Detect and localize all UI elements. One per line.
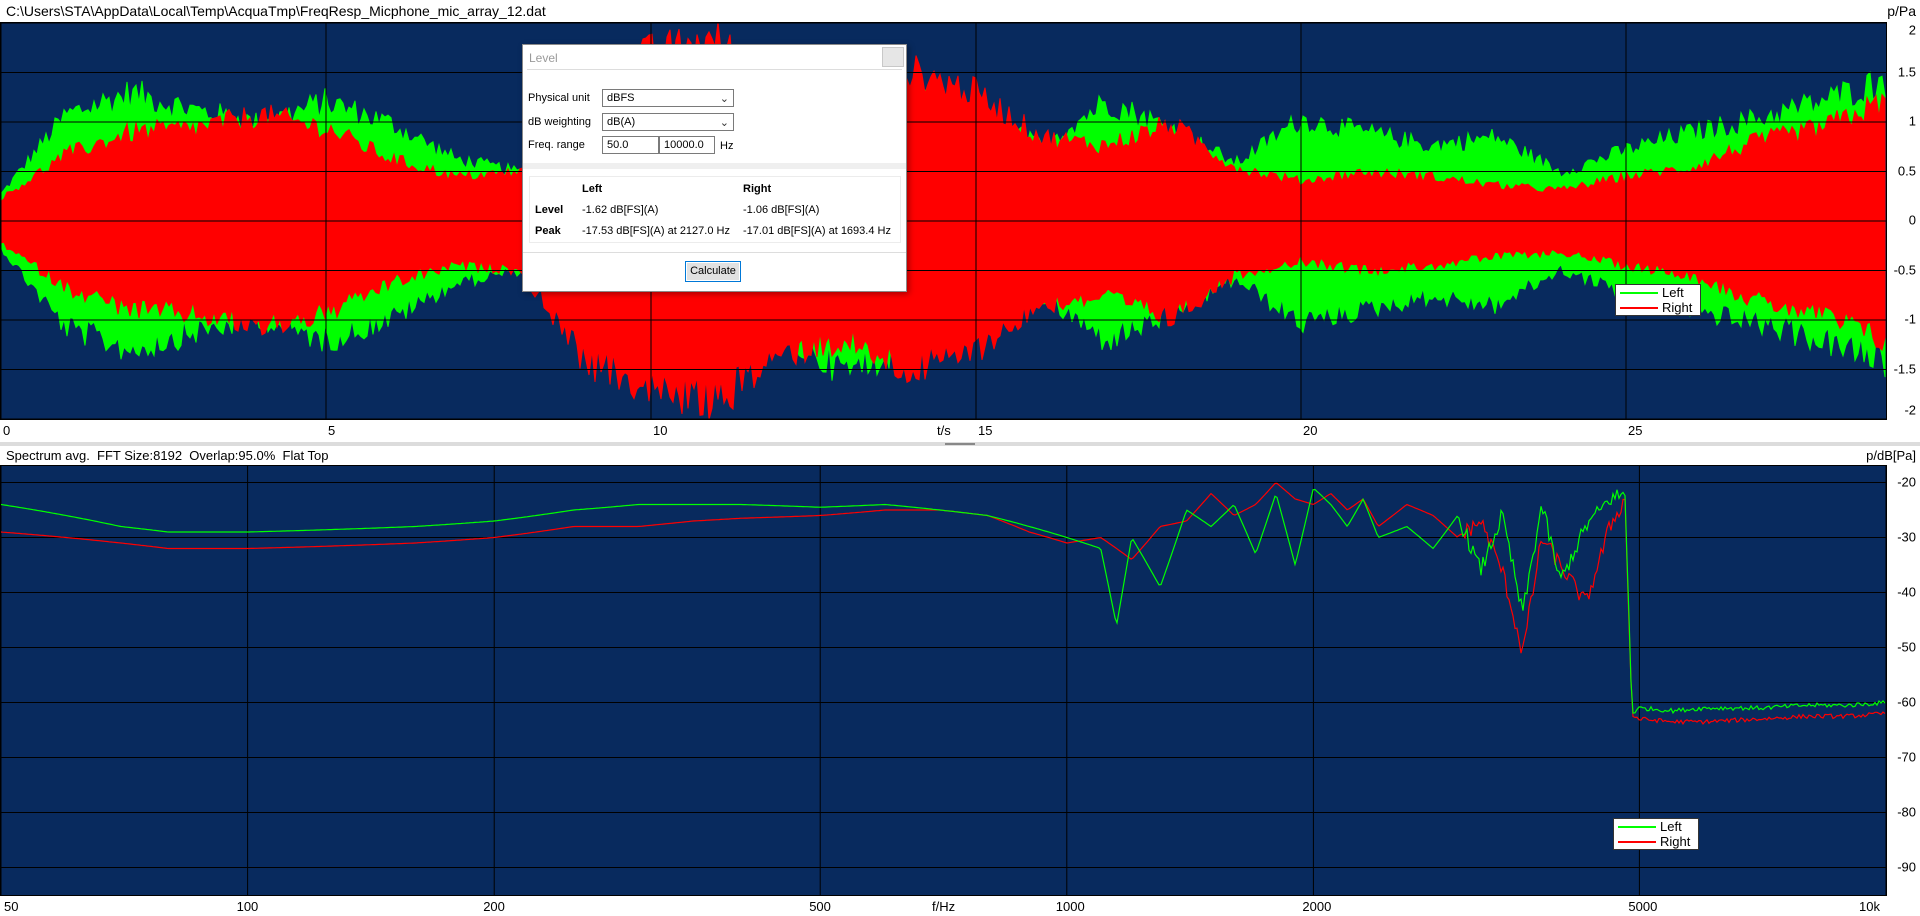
dialog-title: Level (529, 51, 558, 65)
time-x-tick-label: 15 (978, 423, 993, 438)
spectrum-y-tick-label: -50 (1897, 639, 1916, 654)
time-y-tick-label: -2 (1904, 402, 1916, 418)
db-weighting-select[interactable]: dB(A) ⌄ (602, 113, 734, 131)
physical-unit-label: Physical unit (528, 92, 590, 104)
time-x-tick-label: 20 (1303, 423, 1318, 438)
spectrum-x-tick-label: 100 (236, 899, 259, 914)
legend-swatch-left (1618, 826, 1656, 828)
freq-max-input[interactable]: 10000.0 (659, 136, 715, 154)
time-x-tick-label: 5 (328, 423, 336, 438)
time-plot-canvas (1, 23, 1886, 419)
spectrum-y-tick-label: -80 (1897, 804, 1916, 819)
time-y-tick-label: 2 (1908, 22, 1916, 38)
time-y-tick-label: -1 (1904, 311, 1916, 327)
peak-left-value: -17.53 dB[FS](A) at 2127.0 Hz (582, 225, 730, 237)
row-level-header: Level (535, 204, 564, 216)
freq-min-value: 50.0 (607, 139, 629, 151)
time-y-tick-label: -0.5 (1893, 262, 1916, 277)
spectrum-y-axis: -20 -30 -40 -50 -60 -70 -80 -90 (1887, 465, 1920, 896)
freq-unit: Hz (720, 140, 734, 152)
spectrum-y-unit: p/dB[Pa] (1866, 448, 1916, 463)
peak-right-value: -17.01 dB[FS](A) at 1693.4 Hz (743, 225, 891, 237)
level-right-value: -1.06 dB[FS](A) (743, 204, 820, 216)
time-plot-y-axis: 2 1.5 1 0.5 0 -0.5 -1 -1.5 -2 (1887, 22, 1920, 420)
freq-min-input[interactable]: 50.0 (602, 136, 659, 154)
col-left-header: Left (582, 183, 603, 195)
spectrum-x-tick-label: 2000 (1302, 899, 1332, 914)
dialog-band (523, 163, 906, 169)
file-path-bar: C:\Users\STA\AppData\Local\Temp\AcquaTmp… (0, 0, 1920, 22)
file-path: C:\Users\STA\AppData\Local\Temp\AcquaTmp… (6, 3, 546, 19)
legend-label-left: Left (1660, 819, 1682, 834)
spectrum-info: Spectrum avg. FFT Size:8192 Overlap:95.0… (6, 448, 329, 463)
spectrum-x-tick-label: 200 (483, 899, 505, 914)
time-x-tick-label: 25 (1628, 423, 1643, 438)
time-y-tick-label: 1.5 (1897, 64, 1916, 79)
level-left-value: -1.62 dB[FS](A) (582, 204, 659, 216)
col-right-header: Right (743, 183, 772, 195)
legend-swatch-left (1620, 292, 1658, 294)
spectrum-plot-legend[interactable]: Left Right (1613, 818, 1699, 850)
splitter-grip[interactable] (945, 443, 975, 445)
spectrum-x-tick-label: 10k (1859, 899, 1880, 914)
spectrum-plot-canvas (1, 466, 1886, 895)
spectrum-header: Spectrum avg. FFT Size:8192 Overlap:95.0… (0, 446, 1920, 465)
time-y-tick-label: 1 (1908, 113, 1916, 129)
time-y-tick-label: -1.5 (1893, 361, 1916, 376)
spectrum-x-tick-label: 50 (4, 899, 19, 914)
spectrum-x-tick-label: 1000 (1055, 899, 1085, 914)
time-domain-plot[interactable]: Left Right (0, 22, 1887, 420)
row-peak-header: Peak (535, 225, 561, 237)
chevron-down-icon: ⌄ (719, 93, 729, 105)
spectrum-line-left (1, 488, 1886, 715)
legend-label-right: Right (1662, 300, 1693, 315)
spectrum-x-tick-label: 500 (809, 899, 831, 914)
spectrum-plot[interactable]: Left Right (0, 465, 1887, 896)
spectrum-y-tick-label: -90 (1897, 859, 1916, 874)
dialog-divider (527, 69, 902, 70)
spectrum-x-unit: f/Hz (932, 899, 956, 914)
legend-label-right: Right (1660, 834, 1691, 849)
results-table: Left Right Level -1.62 dB[FS](A) -1.06 d… (529, 176, 901, 243)
level-dialog[interactable]: Level Physical unit dBFS ⌄ dB weighting … (522, 44, 907, 292)
calculate-button[interactable]: Calculate (685, 261, 741, 282)
legend-row-left: Left (1614, 819, 1698, 834)
legend-swatch-right (1620, 307, 1658, 309)
time-plot-y-unit: p/Pa (1887, 3, 1916, 19)
legend-row-right: Right (1614, 834, 1698, 849)
physical-unit-value: dBFS (607, 92, 635, 104)
spectrum-x-tick-label: 5000 (1628, 899, 1658, 914)
close-button[interactable] (882, 47, 904, 67)
legend-row-right: Right (1616, 300, 1700, 315)
time-x-tick-label: 10 (653, 423, 668, 438)
legend-label-left: Left (1662, 285, 1684, 300)
freq-range-label: Freq. range (528, 139, 585, 151)
chevron-down-icon: ⌄ (719, 117, 729, 129)
dialog-divider-bottom (523, 252, 906, 253)
legend-swatch-right (1618, 841, 1656, 843)
db-weighting-label: dB weighting (528, 116, 591, 128)
legend-row-left: Left (1616, 285, 1700, 300)
freq-max-value: 10000.0 (664, 139, 704, 151)
time-y-tick-label: 0.5 (1897, 163, 1916, 178)
spectrum-y-tick-label: -70 (1897, 749, 1916, 764)
spectrum-x-axis: 50 100 200 500 1000 2000 5000 10k f/Hz (0, 896, 1920, 916)
time-x-unit: t/s (937, 423, 951, 438)
db-weighting-value: dB(A) (607, 116, 636, 128)
time-plot-x-axis: 0 5 10 15 20 25 t/s (0, 420, 1920, 442)
spectrum-y-tick-label: -20 (1897, 474, 1916, 489)
spectrum-y-tick-label: -60 (1897, 694, 1916, 709)
physical-unit-select[interactable]: dBFS ⌄ (602, 89, 734, 107)
spectrum-y-tick-label: -40 (1897, 584, 1916, 599)
time-plot-legend[interactable]: Left Right (1615, 284, 1701, 316)
spectrum-line-right (1, 482, 1886, 725)
time-x-tick-label: 0 (3, 423, 11, 438)
spectrum-y-tick-label: -30 (1897, 529, 1916, 544)
time-y-tick-label: 0 (1908, 212, 1916, 228)
